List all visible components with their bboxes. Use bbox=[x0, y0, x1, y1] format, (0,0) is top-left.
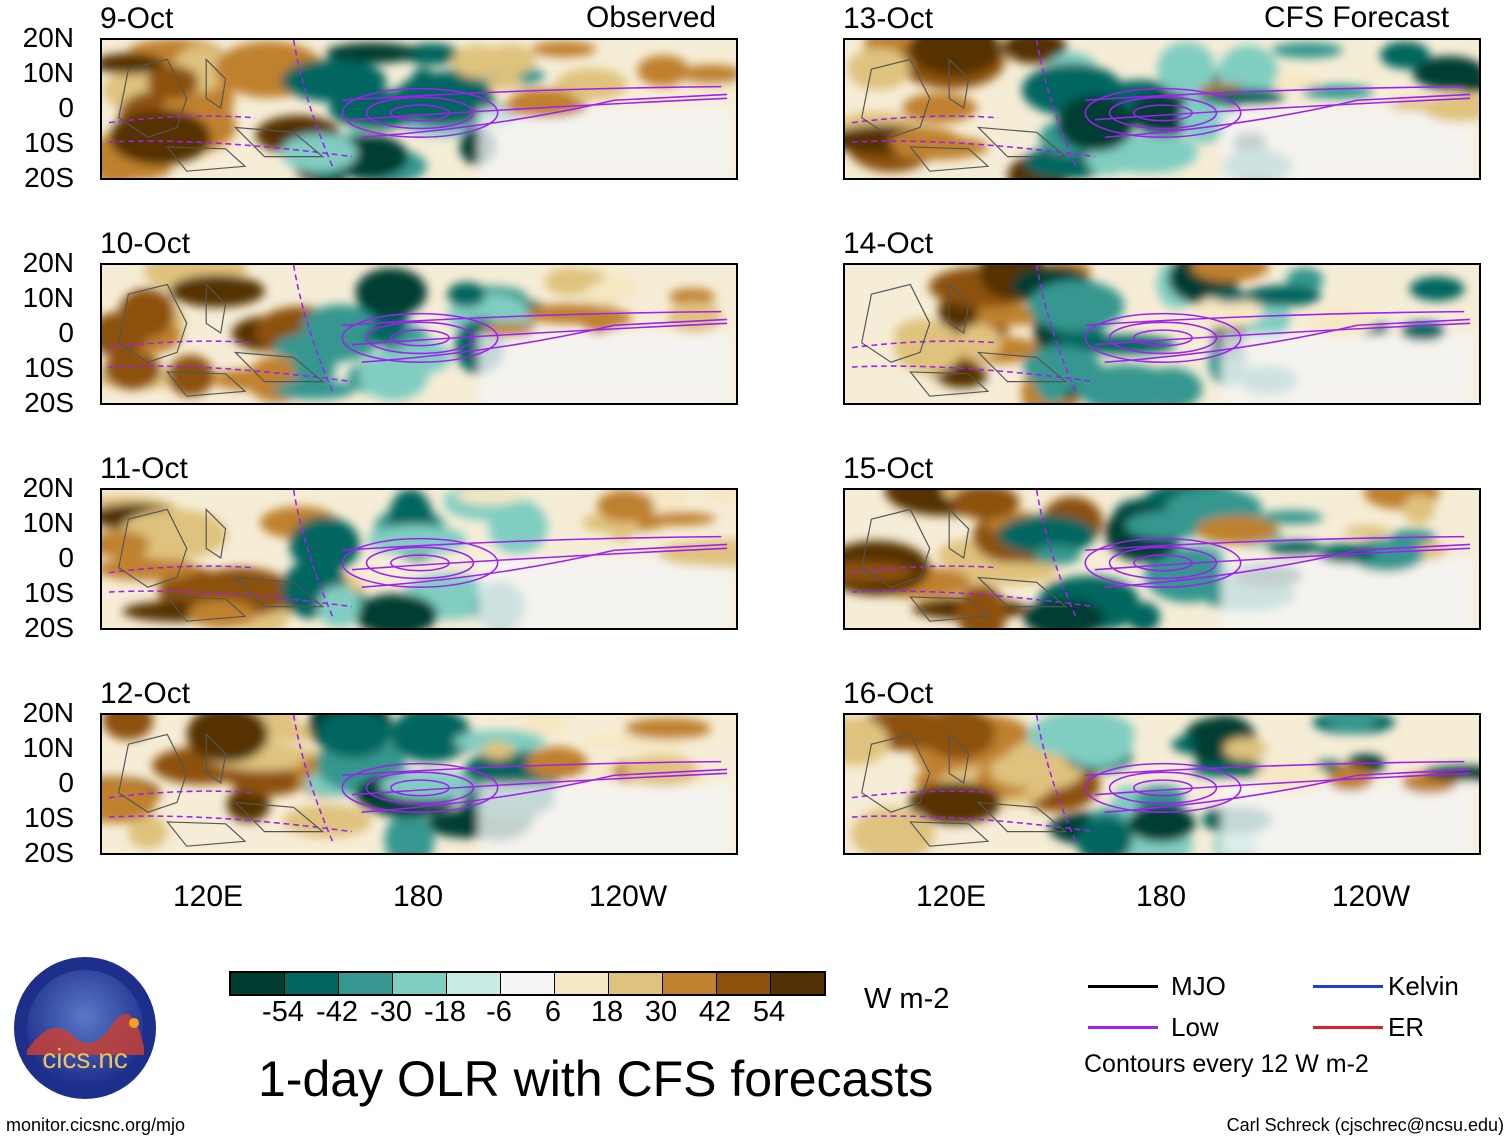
latitude-label: 0 bbox=[58, 92, 74, 123]
colorbar-tick-label: -6 bbox=[486, 996, 512, 1028]
colorbar-swatch bbox=[717, 973, 771, 994]
footer-credit: Carl Schreck (cjschrec@ncsu.edu) bbox=[1226, 1115, 1504, 1135]
panel-date: 11-Oct bbox=[100, 452, 188, 485]
latitude-label: 10S bbox=[24, 127, 74, 158]
latitude-label: 20S bbox=[24, 162, 74, 193]
colorbar-swatch bbox=[231, 973, 285, 994]
colorbar-tick-label: 42 bbox=[698, 996, 732, 1028]
latitude-label: 20N bbox=[22, 22, 74, 53]
latitude-label: 0 bbox=[58, 317, 74, 348]
cics-logo[interactable]: cics.nc bbox=[12, 955, 158, 1101]
legend-line-mjo bbox=[1088, 985, 1158, 988]
legend-line-er bbox=[1313, 1026, 1383, 1029]
colorbar-swatch bbox=[609, 973, 663, 994]
colorbar-swatch bbox=[771, 973, 824, 994]
latitude-label: 20N bbox=[22, 247, 74, 278]
colorbar-swatch bbox=[393, 973, 447, 994]
legend-label-mjo: MJO bbox=[1171, 971, 1226, 1001]
latitude-label: 10N bbox=[22, 507, 74, 538]
longitude-label: 120W bbox=[1331, 880, 1411, 913]
colorbar-tick-label: -30 bbox=[370, 996, 412, 1028]
forecast-map-panel bbox=[843, 713, 1481, 855]
colorbar-tick-label: -42 bbox=[316, 996, 358, 1028]
colorbar-swatch bbox=[663, 973, 717, 994]
latitude-label: 10S bbox=[24, 802, 74, 833]
legend-label-low: Low bbox=[1171, 1012, 1219, 1042]
colorbar-tick-label: 54 bbox=[752, 996, 786, 1028]
observed-header: Observed bbox=[586, 1, 717, 34]
longitude-label: 120E bbox=[172, 880, 244, 913]
longitude-label: 180 bbox=[392, 880, 444, 913]
legend-label-er: ER bbox=[1388, 1012, 1425, 1042]
latitude-label: 10S bbox=[24, 352, 74, 383]
legend-line-kelvin bbox=[1313, 985, 1383, 988]
longitude-label: 120W bbox=[588, 880, 668, 913]
panel-date: 12-Oct bbox=[100, 677, 191, 710]
forecast-map-panel bbox=[843, 38, 1481, 180]
colorbar-tick-label: 6 bbox=[544, 996, 562, 1028]
colorbar-units: W m-2 bbox=[864, 983, 950, 1015]
latitude-label: 20S bbox=[24, 612, 74, 643]
latitude-label: 20N bbox=[22, 697, 74, 728]
observed-map-panel bbox=[100, 713, 738, 855]
longitude-label: 180 bbox=[1135, 880, 1187, 913]
colorbar-swatch bbox=[447, 973, 501, 994]
latitude-label: 20N bbox=[22, 472, 74, 503]
observed-map-panel bbox=[100, 38, 738, 180]
panel-date: 10-Oct bbox=[100, 227, 191, 260]
colorbar-tick-label: -54 bbox=[262, 996, 304, 1028]
colorbar-swatch bbox=[555, 973, 609, 994]
colorbar bbox=[229, 971, 826, 996]
latitude-label: 0 bbox=[58, 542, 74, 573]
legend-label-kelvin: Kelvin bbox=[1388, 971, 1459, 1001]
observed-map-panel bbox=[100, 263, 738, 405]
panel-date: 13-Oct bbox=[843, 2, 934, 35]
forecast-map-panel bbox=[843, 488, 1481, 630]
panel-date: 16-Oct bbox=[843, 677, 934, 710]
colorbar-swatch bbox=[501, 973, 555, 994]
longitude-label: 120E bbox=[915, 880, 987, 913]
latitude-label: 10N bbox=[22, 57, 74, 88]
contour-note: Contours every 12 W m-2 bbox=[1084, 1050, 1369, 1078]
latitude-label: 0 bbox=[58, 767, 74, 798]
latitude-label: 20S bbox=[24, 837, 74, 868]
colorbar-swatch bbox=[339, 973, 393, 994]
panel-date: 15-Oct bbox=[843, 452, 934, 485]
legend-line-low bbox=[1088, 1026, 1158, 1029]
colorbar-tick-label: -18 bbox=[424, 996, 466, 1028]
colorbar-tick-label: 18 bbox=[590, 996, 624, 1028]
observed-map-panel bbox=[100, 488, 738, 630]
forecast-map-panel bbox=[843, 263, 1481, 405]
panel-date: 14-Oct bbox=[843, 227, 934, 260]
latitude-label: 20S bbox=[24, 387, 74, 418]
svg-text:cics.nc: cics.nc bbox=[42, 1043, 128, 1074]
panel-date: 9-Oct bbox=[100, 2, 174, 35]
colorbar-swatch bbox=[285, 973, 339, 994]
footer-url[interactable]: monitor.cicsnc.org/mjo bbox=[6, 1115, 186, 1135]
latitude-label: 10N bbox=[22, 732, 74, 763]
figure-title: 1-day OLR with CFS forecasts bbox=[258, 1051, 934, 1107]
latitude-label: 10N bbox=[22, 282, 74, 313]
latitude-label: 10S bbox=[24, 577, 74, 608]
forecast-header: CFS Forecast bbox=[1264, 1, 1450, 34]
colorbar-tick-label: 30 bbox=[644, 996, 678, 1028]
